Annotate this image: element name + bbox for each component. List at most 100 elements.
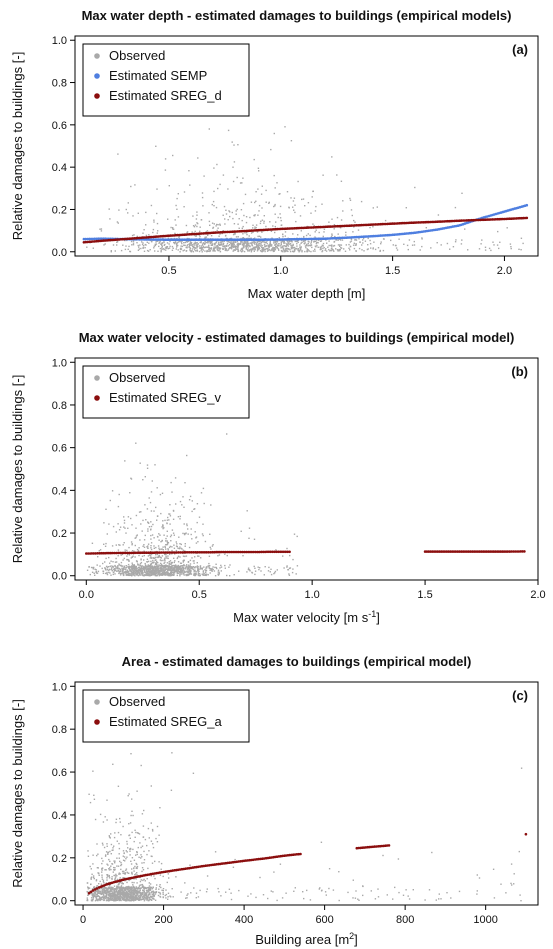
observed-point: [235, 236, 238, 238]
observed-point: [242, 237, 244, 239]
observed-point: [149, 565, 152, 567]
x-axis-label-main: Max water depth [m]: [248, 286, 366, 301]
observed-point: [147, 545, 149, 547]
observed-point: [194, 234, 196, 237]
observed-point: [134, 886, 136, 889]
estimated-point: [124, 551, 128, 555]
observed-point: [163, 248, 165, 251]
observed-point: [314, 245, 317, 247]
observed-point: [247, 567, 250, 569]
estimated-point: [149, 551, 152, 554]
observed-point: [205, 567, 207, 569]
observed-point: [188, 568, 190, 570]
observed-point: [255, 200, 257, 202]
observed-point: [117, 898, 120, 900]
observed-point: [376, 206, 378, 208]
observed-point: [182, 572, 184, 574]
observed-point: [168, 519, 170, 521]
observed-point: [279, 245, 281, 247]
observed-point: [274, 205, 276, 207]
observed-point: [205, 246, 207, 248]
observed-point: [128, 554, 131, 556]
observed-point: [205, 573, 208, 575]
observed-point: [143, 900, 146, 902]
observed-point: [165, 574, 167, 576]
observed-point: [187, 528, 189, 530]
observed-point: [310, 250, 312, 253]
observed-point: [186, 524, 188, 527]
observed-point: [92, 863, 94, 865]
observed-point: [99, 899, 101, 902]
observed-point: [498, 247, 500, 250]
observed-point: [118, 899, 120, 902]
estimated-point: [233, 550, 237, 554]
observed-point: [88, 890, 90, 893]
observed-point: [115, 897, 117, 899]
observed-point: [510, 247, 512, 250]
observed-point: [113, 569, 116, 572]
observed-point: [134, 537, 136, 539]
observed-point: [126, 856, 128, 858]
observed-point: [245, 232, 248, 234]
observed-point: [107, 888, 109, 890]
observed-point: [136, 853, 138, 856]
observed-point: [190, 251, 192, 253]
observed-point: [147, 521, 149, 523]
observed-point: [172, 227, 174, 229]
observed-point: [256, 246, 258, 248]
observed-point: [135, 567, 137, 569]
observed-point: [273, 242, 275, 244]
observed-point: [159, 556, 162, 559]
observed-point: [136, 832, 139, 834]
observed-point: [227, 249, 230, 251]
observed-point: [319, 246, 321, 248]
observed-point: [296, 243, 298, 245]
observed-point: [120, 834, 122, 836]
observed-point: [187, 573, 189, 575]
observed-point: [211, 203, 213, 206]
observed-point: [115, 531, 117, 533]
observed-point: [218, 573, 220, 575]
observed-point: [267, 249, 269, 251]
observed-point: [143, 862, 145, 864]
observed-point: [314, 250, 316, 252]
observed-point: [244, 193, 247, 196]
estimated-point: [120, 551, 124, 555]
observed-point: [140, 854, 142, 856]
observed-point: [208, 220, 211, 223]
observed-point: [166, 535, 168, 537]
observed-point: [170, 573, 172, 576]
observed-point: [314, 210, 317, 212]
observed-point: [138, 566, 140, 568]
estimated-point: [176, 238, 179, 241]
observed-point: [162, 526, 164, 528]
observed-point: [91, 542, 94, 544]
observed-point: [267, 245, 270, 248]
observed-point: [147, 560, 150, 563]
observed-point: [461, 192, 463, 194]
observed-point: [145, 568, 148, 570]
legend-label: Observed: [109, 48, 165, 63]
observed-point: [288, 206, 290, 208]
observed-point: [125, 897, 127, 899]
observed-point: [95, 572, 98, 574]
observed-point: [224, 249, 226, 252]
observed-point: [130, 185, 132, 188]
observed-point: [132, 573, 135, 576]
observed-point: [234, 241, 236, 243]
observed-point: [229, 215, 231, 218]
observed-point: [134, 567, 136, 569]
observed-point: [355, 239, 358, 241]
observed-point: [200, 557, 202, 559]
observed-point: [154, 243, 156, 245]
observed-point: [520, 237, 523, 239]
observed-point: [89, 865, 91, 868]
observed-point: [281, 250, 283, 252]
observed-point: [171, 546, 173, 548]
observed-point: [478, 248, 481, 250]
observed-point: [330, 236, 333, 238]
observed-point: [277, 216, 279, 219]
observed-point: [239, 250, 242, 252]
observed-point: [218, 247, 221, 250]
observed-point: [199, 247, 201, 249]
